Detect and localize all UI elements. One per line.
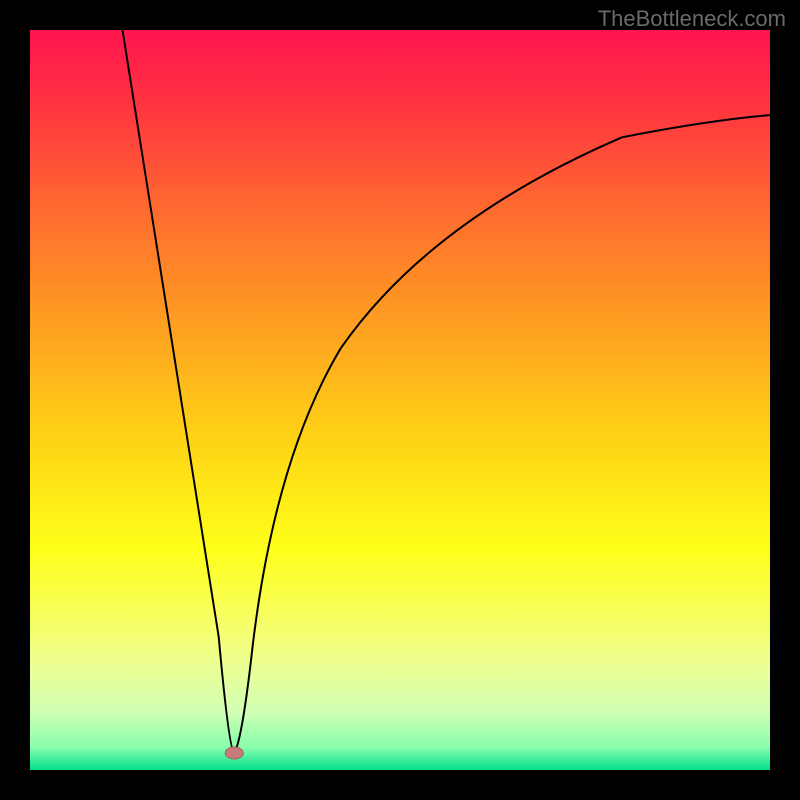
chart-svg bbox=[30, 30, 770, 770]
chart-frame: TheBottleneck.com bbox=[0, 0, 800, 800]
minimum-marker bbox=[225, 747, 243, 759]
watermark-text: TheBottleneck.com bbox=[598, 6, 786, 32]
plot-area bbox=[30, 30, 770, 770]
